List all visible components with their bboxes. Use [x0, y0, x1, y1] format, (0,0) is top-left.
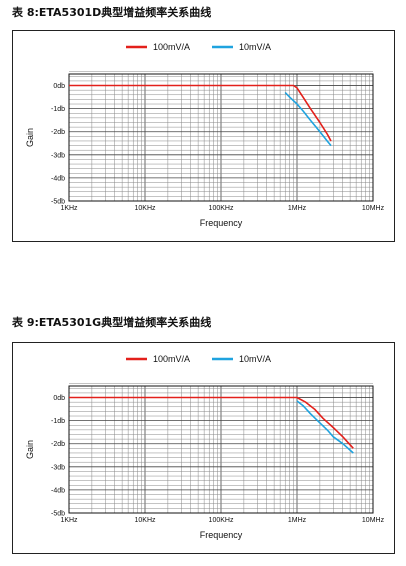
y-tick-label: -3db	[51, 464, 65, 471]
chart-panel-2: 0db -1db -2db -3db -4db -5db 1KHz 10KHz 100KHz 1M…	[12, 342, 395, 554]
series-line-10mva	[296, 400, 354, 454]
x-tick-label: 1KHz	[60, 205, 78, 212]
series-line-100mva	[69, 84, 332, 142]
legend-label: 100mV/A	[153, 354, 190, 364]
y-axis-label: Gain	[25, 440, 35, 459]
series-line-10mva	[284, 91, 332, 147]
plot-frame	[68, 385, 374, 514]
chart-caption-2: 表 9:ETA5301G典型增益频率关系曲线	[12, 316, 212, 329]
x-tick-label: 1MHz	[288, 205, 307, 212]
x-tick-label: 10MHz	[362, 205, 385, 212]
x-tick-label: 10MHz	[362, 517, 385, 524]
y-axis-label: Gain	[25, 128, 35, 147]
y-tick-label: -3db	[51, 152, 65, 159]
legend-label: 10mV/A	[239, 42, 271, 52]
x-axis-label: Frequency	[200, 218, 243, 228]
chart-caption-1: 表 8:ETA5301D典型增益频率关系曲线	[12, 6, 212, 19]
plot-frame	[68, 73, 374, 202]
x-axis-label: Frequency	[200, 530, 243, 540]
legend-label: 100mV/A	[153, 42, 190, 52]
y-tick-label: 0db	[53, 83, 65, 90]
x-tick-label: 10KHz	[134, 517, 156, 524]
chart-panel-1: 0db -1db -2db -3db -4db -5db 1KHz 10KHz 100KHz 1M…	[12, 30, 395, 242]
x-tick-label: 100KHz	[209, 205, 234, 212]
y-tick-label: -5db	[51, 199, 65, 206]
x-tick-label: 100KHz	[209, 517, 234, 524]
y-tick-label: -2db	[51, 441, 65, 448]
y-tick-label: -4db	[51, 175, 65, 182]
y-tick-label: -1db	[51, 418, 65, 425]
series-line-100mva	[69, 396, 354, 449]
y-tick-label: 0db	[53, 395, 65, 402]
x-tick-label: 1MHz	[288, 517, 307, 524]
y-tick-label: -4db	[51, 487, 65, 494]
y-tick-label: -2db	[51, 129, 65, 136]
x-tick-label: 10KHz	[134, 205, 156, 212]
y-tick-label: -1db	[51, 106, 65, 113]
x-tick-label: 1KHz	[60, 517, 78, 524]
y-tick-label: -5db	[51, 511, 65, 518]
legend-label: 10mV/A	[239, 354, 271, 364]
